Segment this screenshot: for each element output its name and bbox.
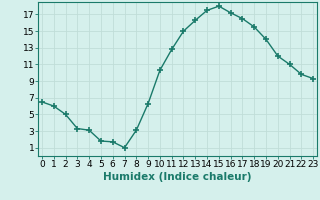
X-axis label: Humidex (Indice chaleur): Humidex (Indice chaleur) xyxy=(103,172,252,182)
